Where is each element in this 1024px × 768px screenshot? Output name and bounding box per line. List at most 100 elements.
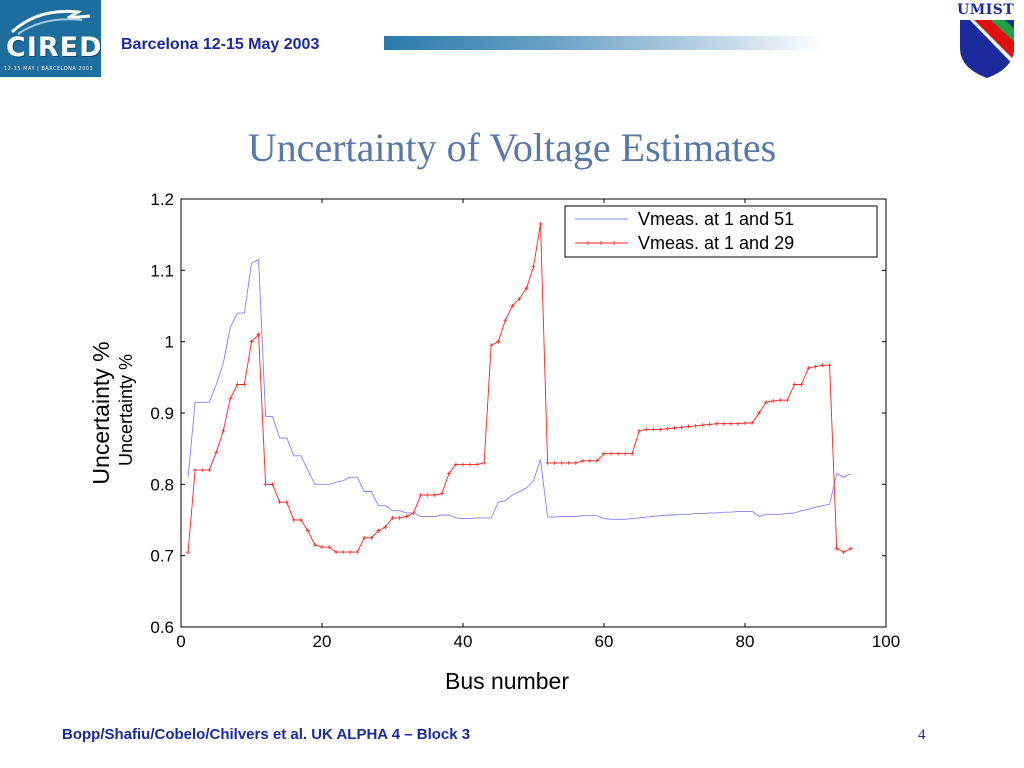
data-point-series-1 [186, 550, 191, 555]
data-point-series-1 [686, 424, 691, 429]
data-point-series-1 [771, 398, 776, 403]
data-point-series-1 [792, 382, 797, 387]
data-point-series-1 [277, 500, 282, 505]
series-line-1 [187, 223, 852, 553]
umist-shield-icon [960, 20, 1014, 78]
data-point-series-1 [834, 546, 839, 551]
data-point-series-1 [587, 458, 592, 463]
cired-logo: CIRED 12-15 MAY | BARCELONA 2003 [0, 0, 102, 77]
legend-marker-series-1 [586, 241, 590, 245]
data-point-series-1 [404, 514, 409, 519]
data-point-series-1 [383, 525, 388, 530]
data-point-series-1 [207, 468, 212, 473]
data-point-series-1 [235, 382, 240, 387]
plot-frame [180, 198, 887, 628]
slide-title: Uncertainty of Voltage Estimates [247, 125, 777, 170]
data-point-series-1 [693, 423, 698, 428]
data-point-series-1 [221, 428, 226, 433]
data-point-series-1 [559, 460, 564, 465]
data-point-series-1 [489, 343, 494, 348]
data-point-series-1 [348, 550, 353, 555]
data-point-series-1 [743, 420, 747, 425]
data-point-series-1 [327, 545, 332, 550]
data-point-series-1 [658, 427, 663, 432]
data-point-series-1 [453, 462, 458, 467]
x-tick-label: 60 [595, 632, 614, 651]
data-point-series-1 [665, 426, 670, 431]
y-tick-label: 0.6 [150, 618, 174, 637]
data-point-series-1 [764, 400, 769, 405]
data-point-series-1 [728, 421, 733, 426]
data-point-series-1 [425, 493, 430, 498]
data-point-series-1 [482, 460, 487, 465]
x-axis-label: Bus number [445, 668, 569, 694]
data-point-series-1 [461, 462, 465, 467]
data-point-series-1 [432, 493, 437, 498]
data-point-series-1 [602, 451, 606, 456]
data-point-series-1 [242, 382, 247, 387]
data-point-series-1 [538, 221, 543, 226]
data-point-series-1 [284, 500, 289, 505]
data-point-series-1 [841, 550, 846, 555]
header-banner [384, 36, 824, 50]
data-point-series-1 [355, 550, 360, 555]
data-point-series-1 [390, 515, 395, 520]
data-point-series-1 [552, 460, 557, 465]
umist-logo: UMIST [952, 0, 1022, 80]
data-point-series-1 [228, 396, 233, 401]
x-tick-label: 0 [176, 632, 185, 651]
data-point-series-1 [700, 423, 705, 428]
y-tick-label: 1.1 [150, 261, 174, 280]
page-number: 4 [918, 727, 926, 743]
data-point-series-1 [256, 332, 261, 337]
data-point-series-1 [757, 411, 762, 415]
data-point-series-1 [707, 422, 712, 427]
data-point-series-1 [609, 451, 614, 456]
data-point-series-1 [496, 339, 501, 344]
x-tick-label: 40 [454, 632, 473, 651]
data-point-series-1 [376, 528, 381, 533]
y-tick-label: 1 [165, 333, 174, 352]
data-point-series-1 [651, 427, 656, 432]
y-axis-label-overlay: Uncertainty % [116, 354, 136, 466]
data-point-series-1 [503, 318, 508, 323]
legend-marker-series-1 [599, 241, 603, 245]
data-point-series-1 [193, 468, 198, 473]
data-point-series-1 [820, 363, 825, 368]
data-point-series-1 [616, 451, 621, 456]
data-point-series-1 [249, 339, 254, 344]
data-point-series-1 [630, 451, 635, 456]
data-point-series-1 [341, 550, 346, 555]
data-point-series-1 [291, 518, 296, 522]
data-point-series-1 [475, 462, 480, 467]
data-point-series-1 [397, 515, 402, 520]
series-line-0 [187, 258, 852, 520]
data-point-series-1 [566, 460, 571, 465]
footer-authors: Bopp/Shafiu/Cobelo/Chilvers et al. UK AL… [62, 726, 471, 743]
data-point-series-1 [644, 427, 649, 432]
data-point-series-1 [298, 518, 303, 522]
data-point-series-1 [200, 468, 205, 473]
data-point-series-1 [545, 460, 550, 465]
cired-logo-subtext: 12-15 MAY | BARCELONA 2003 [4, 66, 94, 72]
data-point-series-1 [848, 546, 853, 551]
data-point-series-1 [735, 421, 740, 426]
data-point-series-1 [714, 421, 719, 426]
data-point-series-1 [369, 535, 374, 540]
data-point-series-1 [806, 366, 811, 371]
data-point-series-1 [510, 304, 515, 308]
data-point-series-1 [305, 528, 310, 533]
data-point-series-1 [778, 398, 783, 403]
data-point-series-1 [623, 451, 628, 456]
data-point-series-1 [580, 458, 585, 463]
legend-label-series-1: Vmeas. at 1 and 29 [638, 233, 794, 253]
data-point-series-1 [214, 450, 219, 455]
umist-logo-text: UMIST [957, 2, 1015, 18]
y-tick-label: 1.2 [150, 190, 174, 209]
data-point-series-1 [813, 364, 818, 369]
data-point-series-1 [439, 491, 444, 496]
legend: Vmeas. at 1 and 51 Vmeas. at 1 and 29 [564, 205, 878, 258]
data-point-series-1 [799, 382, 804, 387]
data-point-series-1 [517, 296, 522, 301]
data-point-series-1 [573, 460, 578, 465]
